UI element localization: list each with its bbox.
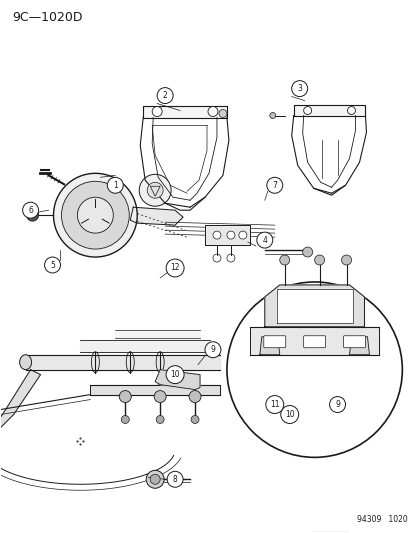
Text: 6: 6 xyxy=(28,206,33,215)
Circle shape xyxy=(77,197,113,233)
Polygon shape xyxy=(90,385,219,394)
Polygon shape xyxy=(293,104,365,116)
Circle shape xyxy=(302,247,312,257)
Circle shape xyxy=(266,177,282,193)
Polygon shape xyxy=(155,370,199,390)
Circle shape xyxy=(226,282,401,457)
Circle shape xyxy=(189,391,201,402)
Text: 10: 10 xyxy=(284,410,294,419)
Circle shape xyxy=(150,474,160,484)
Polygon shape xyxy=(264,285,363,327)
Circle shape xyxy=(26,209,38,221)
Circle shape xyxy=(303,107,311,115)
Circle shape xyxy=(157,87,173,103)
Circle shape xyxy=(146,470,164,488)
Circle shape xyxy=(280,406,298,424)
Polygon shape xyxy=(26,354,219,370)
Text: 4: 4 xyxy=(262,236,267,245)
Circle shape xyxy=(265,395,283,414)
Circle shape xyxy=(207,107,217,117)
Circle shape xyxy=(119,391,131,402)
Circle shape xyxy=(154,391,166,402)
Text: 1: 1 xyxy=(113,181,117,190)
Polygon shape xyxy=(249,327,378,354)
Circle shape xyxy=(226,231,234,239)
Circle shape xyxy=(167,471,183,487)
Text: 2: 2 xyxy=(162,91,167,100)
FancyBboxPatch shape xyxy=(263,336,285,348)
Text: 94309   1020: 94309 1020 xyxy=(356,515,406,524)
Circle shape xyxy=(269,112,275,118)
Text: 9C—1020D: 9C—1020D xyxy=(13,11,83,24)
Polygon shape xyxy=(143,106,226,117)
Circle shape xyxy=(62,181,129,249)
Text: 7: 7 xyxy=(272,181,277,190)
Text: 11: 11 xyxy=(269,400,279,409)
Text: 10: 10 xyxy=(170,370,180,379)
Circle shape xyxy=(190,416,199,424)
Circle shape xyxy=(121,416,129,424)
Circle shape xyxy=(279,255,289,265)
Circle shape xyxy=(147,182,163,198)
Polygon shape xyxy=(276,289,351,323)
Circle shape xyxy=(329,397,345,413)
Circle shape xyxy=(291,80,307,96)
FancyBboxPatch shape xyxy=(303,336,325,348)
Circle shape xyxy=(152,107,162,117)
Circle shape xyxy=(156,416,164,424)
FancyBboxPatch shape xyxy=(343,336,365,348)
Circle shape xyxy=(341,255,351,265)
Circle shape xyxy=(218,109,226,117)
Polygon shape xyxy=(80,340,209,352)
Text: 5: 5 xyxy=(50,261,55,270)
Polygon shape xyxy=(349,337,368,354)
Circle shape xyxy=(212,231,221,239)
Text: 12: 12 xyxy=(170,263,179,272)
Circle shape xyxy=(139,174,171,206)
Polygon shape xyxy=(130,207,183,225)
Circle shape xyxy=(45,257,60,273)
Ellipse shape xyxy=(19,354,31,370)
Text: 9: 9 xyxy=(334,400,339,409)
Circle shape xyxy=(166,366,184,384)
Circle shape xyxy=(347,107,355,115)
Text: 8: 8 xyxy=(172,475,177,484)
Circle shape xyxy=(53,173,137,257)
Polygon shape xyxy=(259,337,279,354)
Text: 9: 9 xyxy=(210,345,215,354)
Circle shape xyxy=(256,232,272,248)
Circle shape xyxy=(107,177,123,193)
Polygon shape xyxy=(115,330,199,338)
Circle shape xyxy=(204,342,221,358)
Circle shape xyxy=(238,231,246,239)
Text: 3: 3 xyxy=(297,84,301,93)
Polygon shape xyxy=(0,370,40,427)
Circle shape xyxy=(314,255,324,265)
Circle shape xyxy=(23,202,38,218)
Polygon shape xyxy=(204,225,249,245)
Circle shape xyxy=(166,259,184,277)
